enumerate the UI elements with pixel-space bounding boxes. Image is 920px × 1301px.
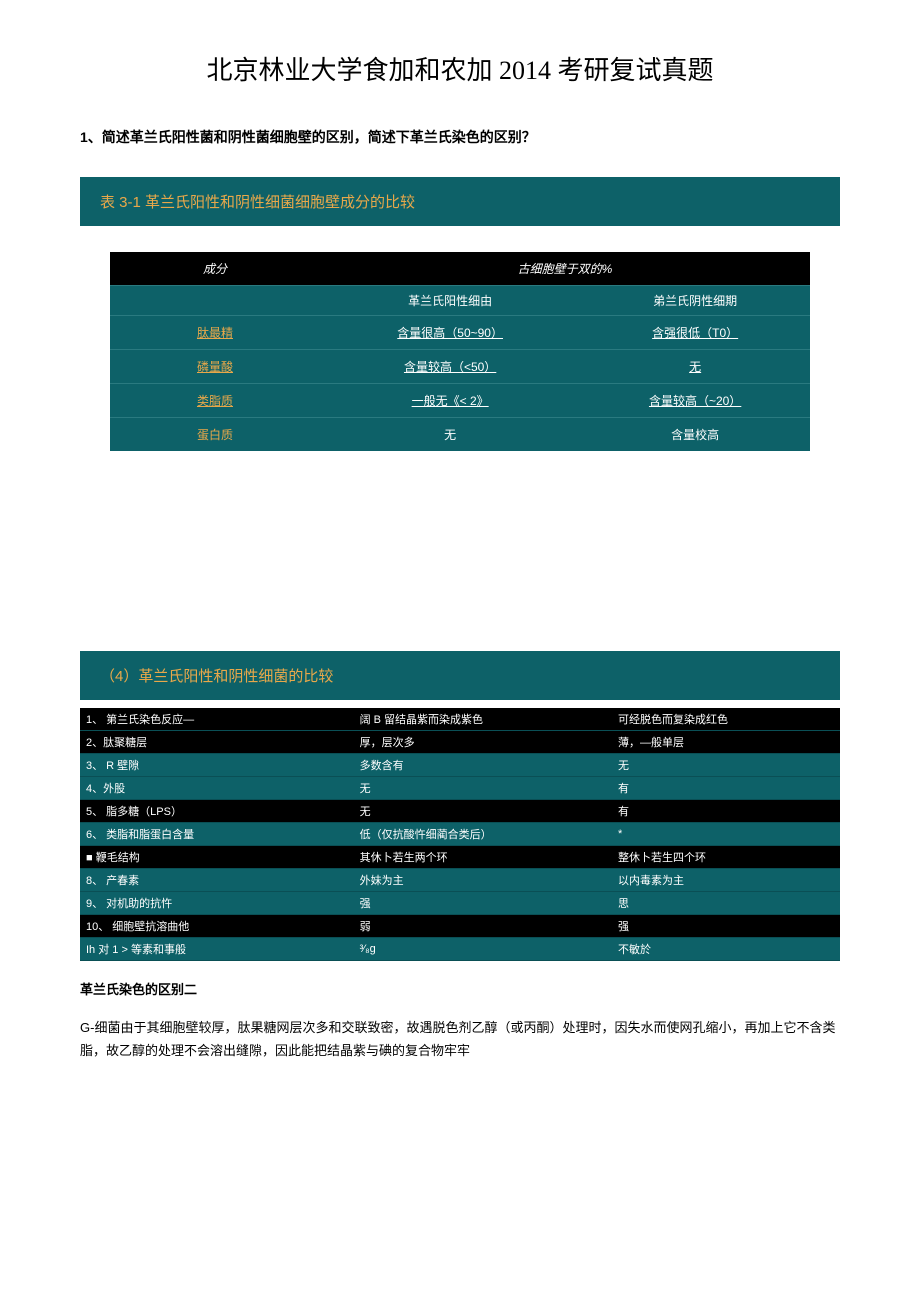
subtitle: 革兰氏染色的区别二	[80, 979, 840, 998]
t2-r3-a: 无	[354, 777, 612, 800]
table-1-wrap: 成分 古细胞壁于双的% 革兰氏阳性细由 弟兰氏阴性细期 肽最精 含量很高（50~…	[80, 226, 840, 471]
t1-r0-c: 肽最精	[110, 316, 320, 350]
t2-r7-b: 以内毒素为主	[612, 869, 840, 892]
t2-r9-n: 10、 细胞壁抗溶曲他	[80, 915, 354, 938]
t2-r8-b: 思	[612, 892, 840, 915]
t2-r5-n: 6、 类脂和脂蛋白含量	[80, 823, 354, 846]
t1-r3-a: 无	[320, 418, 580, 452]
t2-r4-n: 5、 脂多糖（LPS）	[80, 800, 354, 823]
t2-r7-n: 8、 产春素	[80, 869, 354, 892]
t2-r4-b: 有	[612, 800, 840, 823]
t1-header-left: 成分	[110, 252, 320, 286]
t2-r1-b: 薄，—般单层	[612, 731, 840, 754]
t1-r0-a: 含量很高（50~90）	[320, 316, 580, 350]
t2-r6-b: 整休卜若生四个环	[612, 846, 840, 869]
t1-r1-b: 无	[580, 350, 810, 384]
t1-r1-a: 含量较高（<50）	[320, 350, 580, 384]
paragraph: G-细菌由于其细胞壁较厚，肽果糖网层次多和交联致密，故遇脱色剂乙醇（或丙酮）处理…	[80, 1016, 840, 1063]
t2-r4-a: 无	[354, 800, 612, 823]
t1-r3-c: 蛋白质	[110, 418, 320, 452]
t2-r8-n: 9、 对机助的抗忤	[80, 892, 354, 915]
t2-r5-b: *	[612, 823, 840, 846]
table-2: 1、 第兰氏染色反应—阔 B 留结晶紫而染成紫色可经脱色而复染成红色 2、肽聚糖层…	[80, 708, 840, 961]
t2-r3-b: 有	[612, 777, 840, 800]
t1-r2-b: 含量较高（~20）	[580, 384, 810, 418]
t1-r1-c: 磷量酸	[110, 350, 320, 384]
question-1: 1、简述革兰氏阳性菌和阴性菌细胞壁的区别，简述下革兰氏染色的区别？	[80, 127, 840, 147]
t1-header-right: 古细胞壁于双的%	[320, 252, 810, 286]
t2-r1-n: 2、肽聚糖层	[80, 731, 354, 754]
t2-r9-b: 强	[612, 915, 840, 938]
t2-r7-a: 外妹为主	[354, 869, 612, 892]
t2-r6-n: ■ 鞭毛结构	[80, 846, 354, 869]
t2-r9-a: 弱	[354, 915, 612, 938]
t2-r10-a: ³⁄₈g	[354, 938, 612, 961]
t2-r10-n: Ih 对 1 > 等素和事般	[80, 938, 354, 961]
t1-sub-left: 革兰氏阳性细由	[320, 286, 580, 316]
t2-r1-a: 厚，层次多	[354, 731, 612, 754]
t2-r3-n: 4、外股	[80, 777, 354, 800]
t1-r0-b: 含强很低（T0）	[580, 316, 810, 350]
table-1: 成分 古细胞壁于双的% 革兰氏阳性细由 弟兰氏阴性细期 肽最精 含量很高（50~…	[110, 252, 810, 451]
t1-sub-blank	[110, 286, 320, 316]
section-header-2: （4）革兰氏阳性和阴性细菌的比较	[80, 651, 840, 700]
t1-sub-right: 弟兰氏阴性细期	[580, 286, 810, 316]
t1-r2-a: 一般无《< 2》	[320, 384, 580, 418]
t2-r10-b: 不敏於	[612, 938, 840, 961]
t2-r0-n: 1、 第兰氏染色反应—	[80, 708, 354, 731]
t2-r0-a: 阔 B 留结晶紫而染成紫色	[354, 708, 612, 731]
section-header-1: 表 3-1 革兰氏阳性和阴性细菌细胞壁成分的比较	[80, 177, 840, 226]
t1-r2-c: 类脂质	[110, 384, 320, 418]
t2-r2-b: 无	[612, 754, 840, 777]
t2-r2-n: 3、 R 壁隙	[80, 754, 354, 777]
t2-r2-a: 多数含有	[354, 754, 612, 777]
t2-r5-a: 低（仅抗酸忤细蔺合类后）	[354, 823, 612, 846]
t1-r3-b: 含量校高	[580, 418, 810, 452]
t2-r6-a: 其休卜若生两个环	[354, 846, 612, 869]
page-title: 北京林业大学食加和农加 2014 考研复试真题	[80, 50, 840, 87]
t2-r0-b: 可经脱色而复染成红色	[612, 708, 840, 731]
t2-r8-a: 强	[354, 892, 612, 915]
